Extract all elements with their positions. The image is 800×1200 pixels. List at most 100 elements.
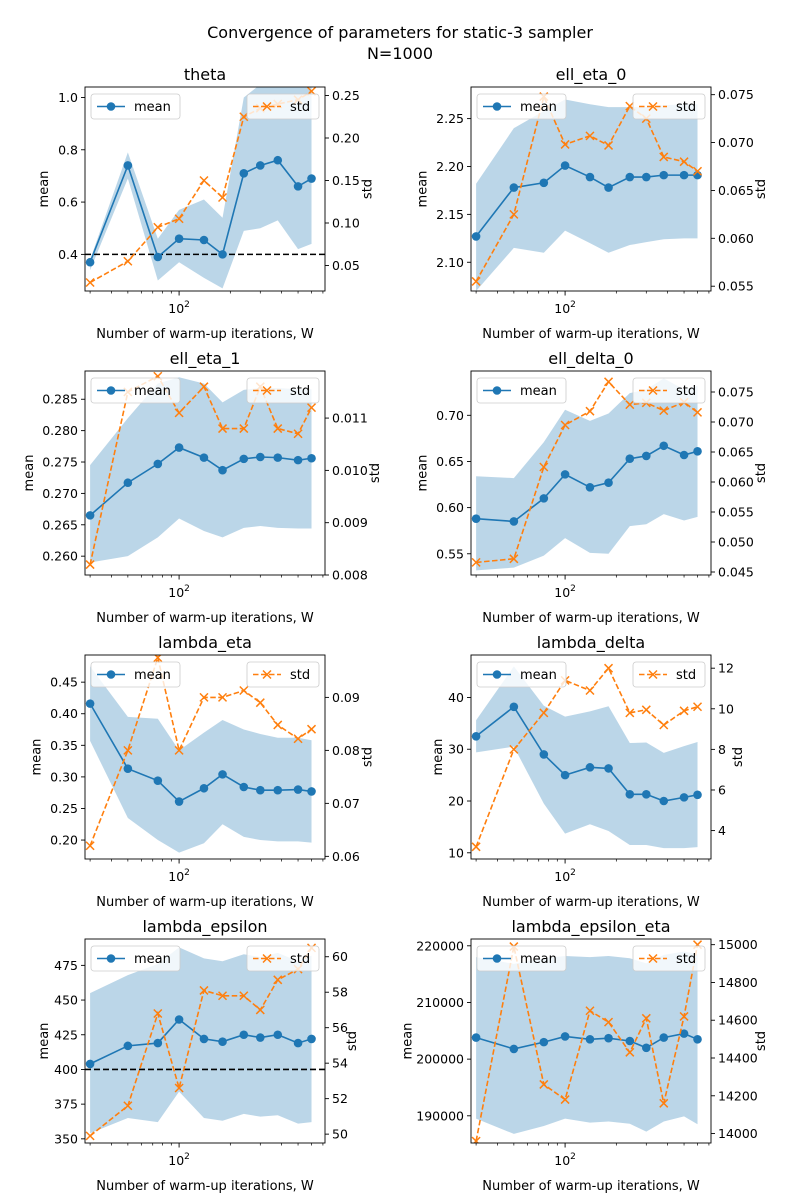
mean-band xyxy=(90,377,312,563)
std-point xyxy=(471,276,481,286)
x-axis-label: Number of warm-up iterations, W xyxy=(96,327,314,342)
std-marker-stroke xyxy=(218,692,228,702)
legend-mean: mean xyxy=(476,945,567,972)
x-axis-label: Number of warm-up iterations, W xyxy=(482,895,700,910)
std-marker-stroke xyxy=(604,377,614,387)
ytick-label: 0.270 xyxy=(42,486,78,501)
mean-point xyxy=(85,1059,95,1069)
legend-std: std xyxy=(632,93,706,120)
mean-point xyxy=(585,763,595,772)
std-point xyxy=(604,1017,614,1027)
std-marker-stroke xyxy=(273,975,283,985)
std-marker-stroke xyxy=(692,407,703,417)
std-line xyxy=(475,944,699,1142)
mean-point xyxy=(218,770,227,779)
std-marker-stroke xyxy=(641,705,651,715)
x-axis-label: Number of warm-up iterations, W xyxy=(96,611,314,626)
xtick-label: 102 xyxy=(554,868,576,884)
std-point xyxy=(174,1083,184,1093)
legend-mean-label: mean xyxy=(520,952,557,967)
std-marker-stroke xyxy=(306,724,317,734)
ytick-label: 0.265 xyxy=(42,517,78,532)
plot-area xyxy=(85,943,325,1141)
legend-mean-marker xyxy=(492,386,502,395)
ytick-label: 450 xyxy=(54,993,78,1008)
y2tick-label: 14600 xyxy=(718,1013,758,1028)
ytick-label: 10 xyxy=(448,845,464,860)
mean-point xyxy=(693,1035,702,1044)
y-axis-label: mean xyxy=(37,1023,52,1060)
mean-band xyxy=(476,99,698,291)
std-marker-stroke xyxy=(218,991,228,1001)
mean-point xyxy=(471,514,481,523)
legend-std-marker xyxy=(262,385,272,396)
ytick-label: 200000 xyxy=(416,1052,464,1067)
std-marker-stroke xyxy=(255,1005,265,1015)
ytick-label: 375 xyxy=(54,1097,78,1112)
ytick-label: 350 xyxy=(54,1131,78,1146)
std-marker-stroke xyxy=(585,406,595,416)
std-point xyxy=(239,424,249,434)
ytick-label: 190000 xyxy=(416,1108,464,1123)
legend-box xyxy=(246,661,320,688)
std-point xyxy=(692,702,703,712)
std-marker-stroke xyxy=(585,685,595,696)
mean-point xyxy=(604,1033,613,1043)
subplot-lambda_delta: 10 20 30 40 4 6 8 10 12 102 lambda_delta Number of … xyxy=(431,633,746,910)
subplot-title: lambda_epsilon_eta xyxy=(511,917,670,937)
y2tick-label: 0.055 xyxy=(718,279,754,294)
axes-frame xyxy=(84,938,326,1144)
subplot-title: lambda_epsilon xyxy=(142,917,267,937)
std-marker-stroke xyxy=(306,403,317,413)
ytick-label: 0.55 xyxy=(436,546,464,561)
std-point xyxy=(659,720,669,730)
mean-point xyxy=(641,172,651,182)
xtick-label: 102 xyxy=(168,868,190,884)
legend-box xyxy=(476,93,567,120)
ytick-label: 0.6 xyxy=(58,195,78,210)
y2tick-label: 15000 xyxy=(718,937,758,952)
ytick-label: 0.260 xyxy=(42,549,78,564)
std-marker-stroke xyxy=(659,1098,669,1108)
std-point xyxy=(85,841,95,851)
mean-point xyxy=(604,764,613,773)
mean-point xyxy=(625,789,635,799)
std-point xyxy=(306,724,317,734)
std-point xyxy=(255,1005,265,1015)
mean-point xyxy=(679,450,689,460)
std-point xyxy=(218,424,228,434)
subplot-lambda_epsilon: 350 375 400 425 450 475 50 52 54 56 58 60 102 lambda_… xyxy=(37,917,360,1194)
legend-std-label: std xyxy=(290,952,310,967)
legend-std-label: std xyxy=(290,668,310,683)
std-point xyxy=(679,706,689,716)
legend-mean-label: mean xyxy=(134,100,171,115)
mean-point xyxy=(255,785,265,795)
std-marker-stroke xyxy=(692,702,703,712)
std-point xyxy=(306,403,317,413)
ytick-label: 2.25 xyxy=(436,111,464,126)
plot-area xyxy=(471,92,703,291)
mean-point xyxy=(560,1032,570,1041)
y2tick-label: 6 xyxy=(718,782,726,797)
y-axis-label: mean xyxy=(37,171,52,208)
mean-point xyxy=(539,178,549,188)
plot-area xyxy=(471,940,703,1143)
ytick-label: 0.35 xyxy=(50,738,78,753)
mean-point xyxy=(625,1036,635,1046)
ytick-label: 0.25 xyxy=(50,801,78,816)
std-marker-stroke xyxy=(85,1131,95,1141)
mean-point xyxy=(239,169,249,178)
plot-area xyxy=(471,377,703,571)
ytick-label: 0.275 xyxy=(42,455,78,470)
mean-point xyxy=(153,1038,163,1048)
legend-mean: mean xyxy=(476,661,567,688)
std-point xyxy=(273,975,283,985)
y2tick-label: 54 xyxy=(332,1056,348,1071)
subplot-lambda_eta: 0.20 0.25 0.30 0.35 0.40 0.45 0.06 0.07 0.08 0.09… xyxy=(30,633,376,910)
std-marker-stroke xyxy=(174,1083,184,1093)
mean-point xyxy=(199,1034,209,1044)
std-marker-stroke xyxy=(585,131,595,141)
legend-box xyxy=(90,93,181,120)
mean-band xyxy=(90,87,312,289)
legend-std: std xyxy=(246,661,320,688)
